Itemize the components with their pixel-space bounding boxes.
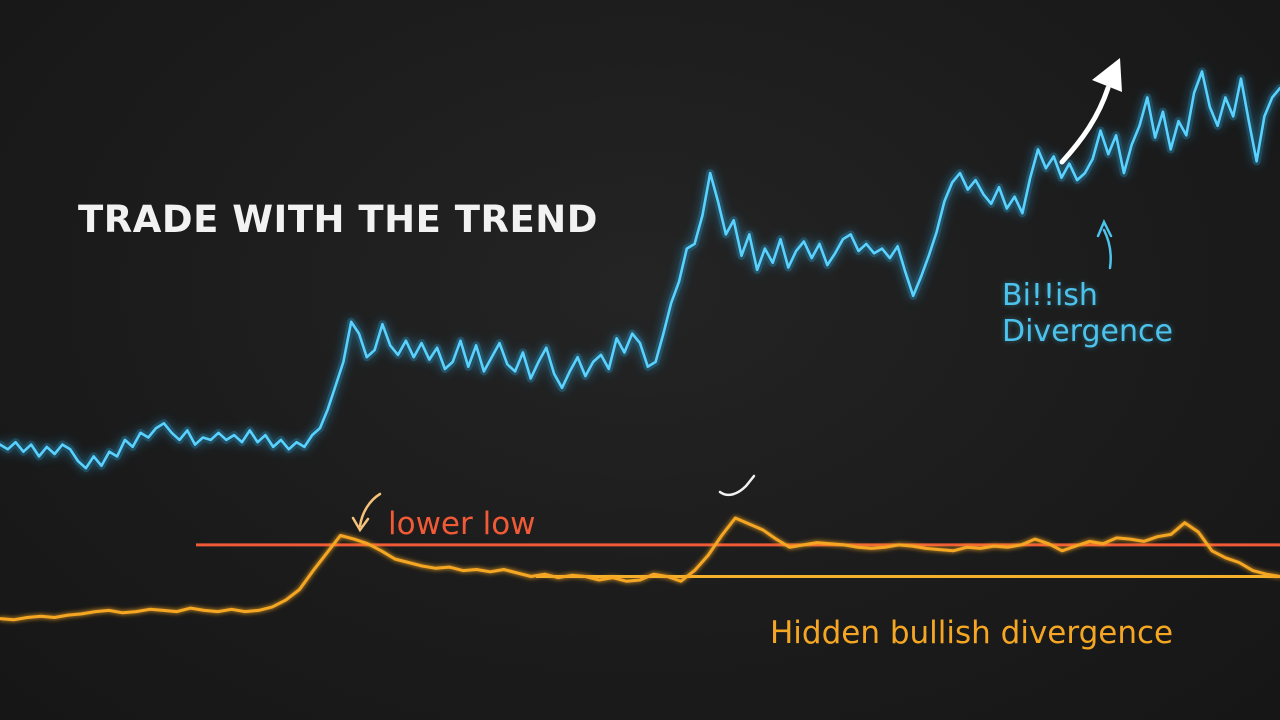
price-line <box>0 70 1280 470</box>
arrow-curve-icon <box>718 474 756 497</box>
bullish-divergence-label: Bi!!ish Divergence <box>1002 278 1173 350</box>
chart-title: TRADE WITH THE TREND <box>78 198 598 241</box>
lower-low-label: lower low <box>388 506 536 542</box>
indicator-series <box>0 516 1280 622</box>
arrow-up-right-icon <box>1059 85 1111 165</box>
arrow-up-right-icon-head <box>1092 58 1122 92</box>
arrow-up-icon <box>1102 228 1112 270</box>
price-series <box>0 67 1280 473</box>
arrow-down-right-icon-head <box>351 516 370 533</box>
indicator-line <box>0 516 1280 622</box>
hidden-bullish-divergence-label: Hidden bullish divergence <box>770 615 1174 651</box>
arrow-down-right-icon <box>358 492 382 528</box>
bullish-divergence-label-line2: Divergence <box>1002 314 1173 349</box>
arrow-up-icon-head <box>1096 219 1113 238</box>
bullish-divergence-label-line1: Bi!!ish <box>1002 278 1098 313</box>
